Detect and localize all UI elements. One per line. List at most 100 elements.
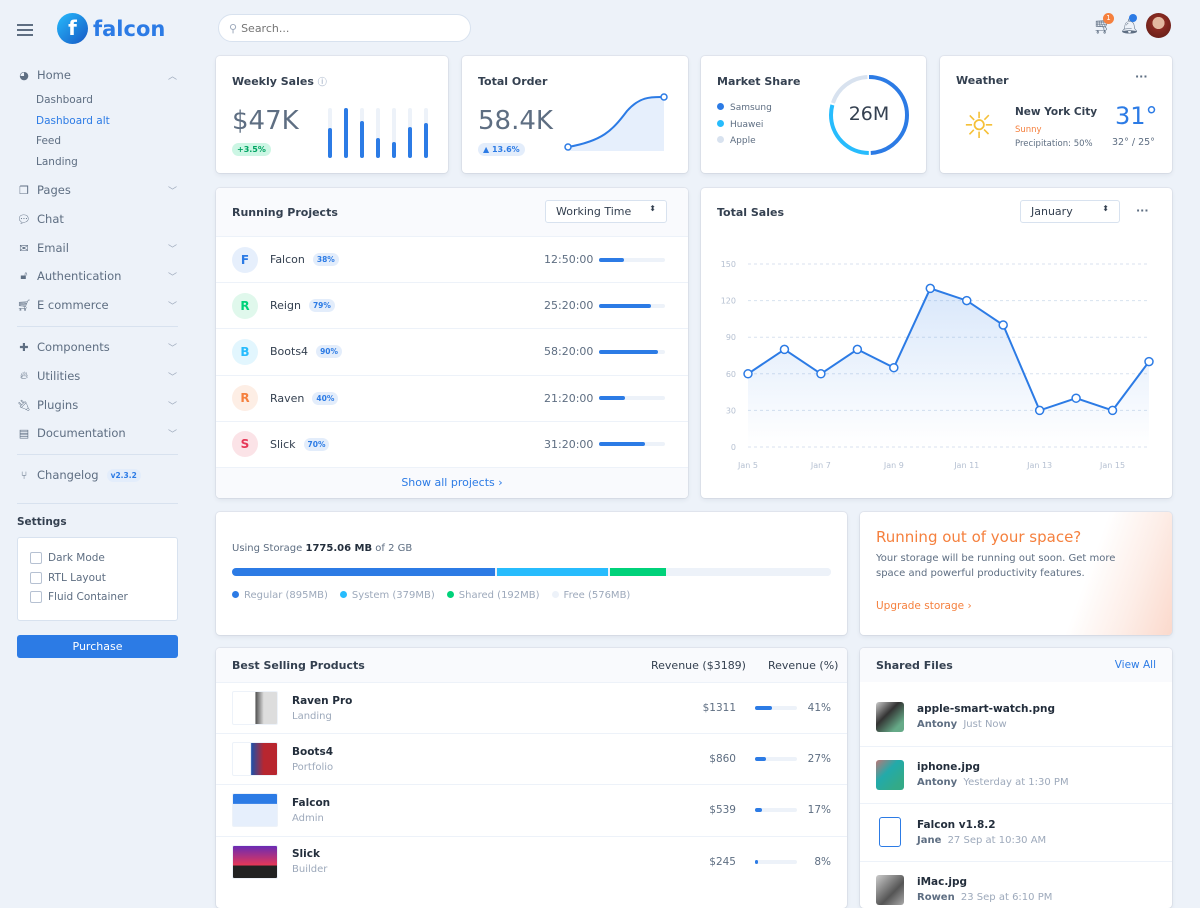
weekly-sales-bar [408,127,412,158]
sidebar-item-plugins[interactable]: 🔌︎Plugins﹀ [17,398,177,412]
project-row[interactable]: F Falcon 38% 12:50:00 [216,236,688,282]
project-name[interactable]: Slick [270,438,296,451]
project-time: 25:20:00 [544,299,593,312]
project-name[interactable]: Raven [270,392,304,405]
sales-point[interactable] [963,297,971,305]
product-type: Landing [292,711,352,722]
search-box[interactable]: ⚲ [218,14,471,42]
sales-point[interactable] [853,345,861,353]
fluid-container-checkbox[interactable]: Fluid Container [30,591,128,603]
card-title: Total Order [478,75,547,88]
project-row[interactable]: R Raven 40% 21:20:00 [216,375,688,421]
storage-card: Using Storage 1775.06 MB of 2 GB Regular… [216,512,847,635]
product-thumbnail [232,742,278,776]
search-icon: ⚲ [229,22,237,35]
sidebar-item-documentation[interactable]: ▤Documentation﹀ [17,426,177,440]
file-thumbnail [876,702,904,732]
column-header-revenue-percent[interactable]: Revenue (%) [768,659,838,672]
product-row[interactable]: Boots4 Portfolio $860 27% [216,733,847,784]
brand-name: falcon [93,17,165,41]
storage-usage-text: Using Storage 1775.06 MB of 2 GB [232,543,412,554]
shared-file-row[interactable]: iphone.jpg Antony Yesterday at 1:30 PM [860,746,1172,803]
product-name[interactable]: Raven Pro [292,695,352,707]
weather-range: 32° / 25° [1112,137,1155,148]
market-share-total: 26M [826,103,912,125]
menu-toggle-icon[interactable] [17,24,33,36]
lock-icon: 🔓︎ [17,269,31,283]
project-avatar: R [232,293,258,319]
sales-point[interactable] [780,345,788,353]
project-row[interactable]: B Boots4 90% 58:20:00 [216,328,688,374]
sidebar-subitem-dashboard[interactable]: Dashboard [36,94,93,106]
product-thumbnail [232,691,278,725]
legend-samsung: Samsung [717,100,772,117]
working-time-select[interactable]: Working Time⬍ [545,200,667,223]
dark-mode-checkbox[interactable]: Dark Mode [30,552,105,564]
sales-point[interactable] [926,284,934,292]
sidebar-subitem-dashboard-alt[interactable]: Dashboard alt [36,115,110,127]
product-name[interactable]: Slick [292,848,327,860]
search-input[interactable] [241,22,451,35]
upgrade-storage-link[interactable]: Upgrade storage › [876,600,972,612]
total-order-end-point [661,94,667,100]
help-icon[interactable]: ⓘ [318,78,327,88]
sales-point[interactable] [1109,406,1117,414]
file-name[interactable]: iphone.jpg [917,761,1069,773]
file-thumbnail [876,875,904,905]
sales-point[interactable] [744,370,752,378]
sidebar-item-ecommerce[interactable]: 🛒︎E commerce﹀ [17,298,177,312]
rtl-layout-checkbox[interactable]: RTL Layout [30,572,106,584]
sales-point[interactable] [999,321,1007,329]
sales-point[interactable] [1145,358,1153,366]
project-row[interactable]: R Reign 79% 25:20:00 [216,282,688,328]
project-name[interactable]: Boots4 [270,345,308,358]
notification-bell-icon[interactable]: 🔔︎ [1120,17,1139,35]
storage-legend-item: Free (576MB) [552,590,631,601]
sales-point[interactable] [1072,394,1080,402]
show-all-projects-link[interactable]: Show all projects › [216,476,688,489]
shared-file-row[interactable]: iMac.jpg Rowen 23 Sep at 6:10 PM [860,861,1172,908]
select-arrows-icon: ⬍ [649,204,656,213]
sidebar-subitem-landing[interactable]: Landing [36,156,78,168]
sidebar-item-email[interactable]: ✉Email﹀ [17,241,177,255]
cart-icon[interactable]: 🛒︎1 [1093,16,1113,35]
user-avatar[interactable] [1146,13,1171,38]
sales-point[interactable] [890,364,898,372]
sidebar-item-pages[interactable]: ❐Pages﹀ [17,183,177,197]
project-name[interactable]: Falcon [270,253,305,266]
project-name[interactable]: Reign [270,299,301,312]
sidebar-item-home[interactable]: ◕Home︿ [17,68,177,82]
project-time: 58:20:00 [544,345,593,358]
product-row[interactable]: Falcon Admin $539 17% [216,784,847,835]
view-all-link[interactable]: View All [1115,659,1156,671]
file-name[interactable]: apple-smart-watch.png [917,703,1055,715]
product-row[interactable]: Slick Builder $245 8% [216,836,847,887]
file-name[interactable]: iMac.jpg [917,876,1052,888]
product-row[interactable]: Raven Pro Landing $1311 41% [216,682,847,733]
sales-point[interactable] [1036,406,1044,414]
sidebar-item-authentication[interactable]: 🔓︎Authentication﹀ [17,269,177,283]
product-name[interactable]: Boots4 [292,746,333,758]
more-options-icon[interactable]: ··· [1135,70,1148,83]
sidebar-item-utilities[interactable]: 🔥︎Utilities﹀ [17,369,177,383]
sidebar-subitem-feed[interactable]: Feed [36,135,61,147]
sidebar-item-chat[interactable]: 💬︎Chat [17,212,177,226]
project-time: 12:50:00 [544,253,593,266]
project-progress-bar [599,258,665,262]
file-name[interactable]: Falcon v1.8.2 [917,819,1046,831]
upgrade-storage-card: Running out of your space? Your storage … [860,512,1172,635]
brand-logo[interactable]: f falcon [57,13,165,44]
product-revenue-bar [755,757,797,761]
column-header-revenue[interactable]: Revenue ($3189) [651,659,746,672]
shared-file-row[interactable]: apple-smart-watch.png Antony Just Now [860,688,1172,745]
project-row[interactable]: S Slick 70% 31:20:00 [216,421,688,467]
sales-point[interactable] [817,370,825,378]
shared-file-row[interactable]: Falcon v1.8.2 Jane 27 Sep at 10:30 AM [860,803,1172,860]
product-name[interactable]: Falcon [292,797,330,809]
product-revenue-bar [755,860,797,864]
purchase-button[interactable]: Purchase [17,635,178,658]
sidebar-item-components[interactable]: ✚Components﹀ [17,340,177,354]
storage-segment [232,568,495,576]
